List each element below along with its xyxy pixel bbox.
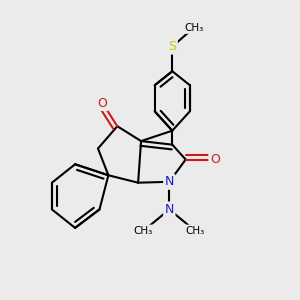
Text: S: S	[168, 40, 176, 53]
Text: O: O	[210, 153, 220, 166]
Text: CH₃: CH₃	[134, 226, 153, 236]
Text: N: N	[165, 203, 174, 216]
Text: CH₃: CH₃	[186, 226, 205, 236]
Text: CH₃: CH₃	[184, 22, 204, 32]
Text: O: O	[98, 97, 107, 110]
Text: N: N	[165, 175, 174, 188]
